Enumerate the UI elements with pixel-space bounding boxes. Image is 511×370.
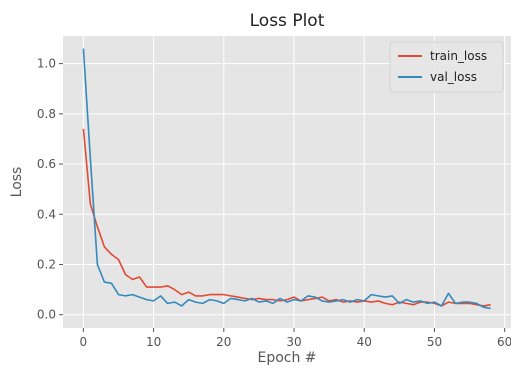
y-tick-label: 0.8 — [37, 107, 56, 121]
x-tick-label: 10 — [146, 335, 161, 349]
x-tick-label: 0 — [80, 335, 88, 349]
y-tick-label: 0.6 — [37, 157, 56, 171]
x-tick-label: 30 — [286, 335, 301, 349]
legend-box — [389, 41, 504, 93]
legend-label-train-loss: train_loss — [430, 49, 487, 63]
y-axis-label: Loss — [9, 167, 25, 198]
y-tick-label: 0.4 — [37, 207, 56, 221]
y-tick-label: 0.2 — [37, 257, 56, 271]
y-tick-label: 0.0 — [37, 308, 56, 322]
x-tick-label: 60 — [497, 335, 511, 349]
chart-title: Loss Plot — [250, 11, 325, 31]
y-tick-label: 1.0 — [37, 57, 56, 71]
x-tick-label: 40 — [357, 335, 372, 349]
x-tick-label: 20 — [216, 335, 231, 349]
legend-label-val-loss: val_loss — [430, 70, 477, 84]
x-tick-label: 50 — [427, 335, 442, 349]
x-axis-label: Epoch # — [257, 350, 316, 366]
series-line-val-loss — [82, 48, 491, 310]
